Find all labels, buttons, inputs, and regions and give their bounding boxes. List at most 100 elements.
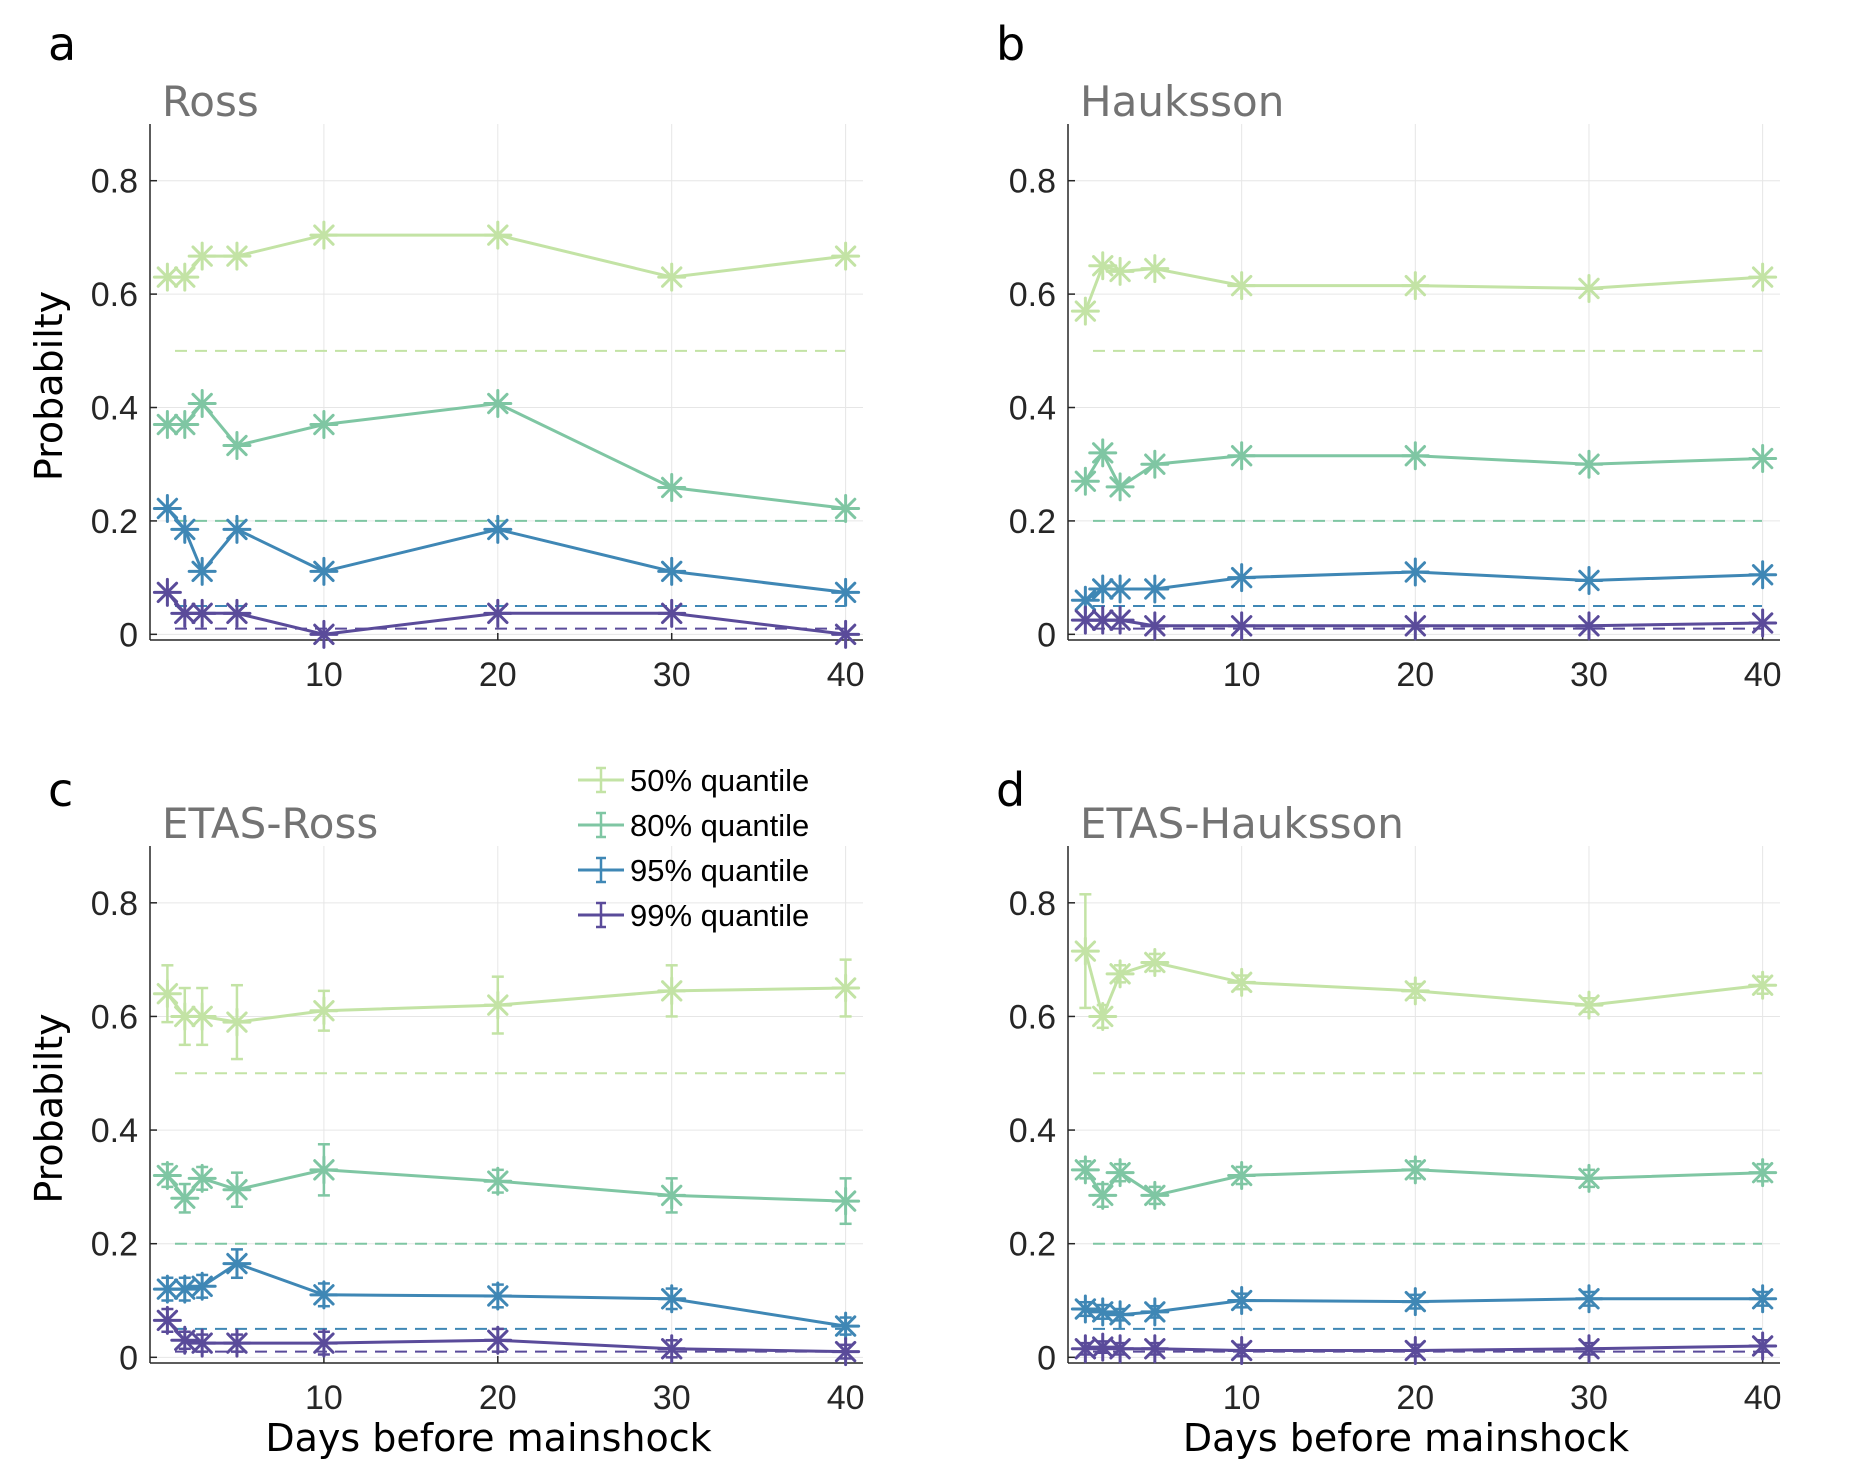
series-c-3 [152, 1305, 861, 1367]
series-b-0 [1070, 251, 1778, 326]
marker-stroke [313, 1159, 335, 1181]
data-point-c-3-3 [222, 1328, 252, 1358]
marker-stroke [1404, 1339, 1427, 1362]
legend-label-2: 95% quantile [630, 853, 809, 888]
marker-stroke [834, 977, 857, 999]
marker-stroke [226, 1252, 248, 1275]
x-tick-label-a-0: 10 [305, 656, 343, 694]
data-point-d-3-3 [1140, 1334, 1170, 1364]
marker-stroke [1578, 1338, 1600, 1360]
x-tick-label-c-1: 20 [479, 1379, 517, 1417]
marker-stroke [1109, 1161, 1131, 1184]
marker-stroke [226, 518, 248, 541]
marker-stroke [191, 1005, 213, 1028]
marker-stroke [1092, 609, 1114, 631]
marker-stroke [1751, 447, 1774, 470]
data-point-d-2-7 [1748, 1284, 1778, 1314]
legend-item-2: 95% quantile [578, 853, 809, 888]
series-line-b-0 [1083, 263, 1763, 312]
data-point-c-2-3 [222, 1249, 252, 1279]
series-a-2 [152, 493, 861, 607]
marker-stroke [1092, 1336, 1114, 1358]
data-point-c-0-2 [187, 1001, 217, 1031]
marker-stroke [1074, 300, 1097, 322]
data-point-c-3-4 [309, 1328, 339, 1358]
data-point-d-3-1 [1088, 1332, 1118, 1362]
series-line-a-1 [167, 401, 846, 510]
data-point-a-1-3 [222, 431, 252, 461]
marker-stroke [487, 602, 509, 625]
panel-title-b: Hauksson [1080, 77, 1284, 126]
data-point-b-1-6 [1574, 449, 1604, 479]
x-tick-label-d-2: 30 [1570, 1379, 1608, 1417]
data-point-c-1-1 [170, 1183, 200, 1213]
marker-stroke [487, 994, 509, 1016]
marker-stroke [1144, 1338, 1166, 1360]
marker-stroke [487, 1170, 509, 1192]
data-point-d-2-2 [1105, 1300, 1135, 1330]
marker-stroke [1230, 1339, 1253, 1362]
y-tick-label-c-4: 0.8 [91, 885, 138, 923]
x-axis-label-d: Days before mainshock [1183, 1416, 1629, 1460]
marker-stroke [1230, 274, 1253, 297]
y-tick-label-d-0: 0 [1037, 1339, 1056, 1377]
data-point-a-3-6 [657, 598, 687, 628]
marker-stroke [1074, 1298, 1097, 1320]
y-tick-label-a-4: 0.8 [91, 163, 138, 201]
marker-stroke [226, 434, 248, 457]
y-tick-label-a-0: 0 [119, 616, 138, 654]
gridlines-a [150, 124, 863, 640]
data-point-b-2-6 [1574, 565, 1604, 595]
data-point-d-2-4 [1227, 1286, 1257, 1316]
data-point-b-2-0 [1070, 585, 1100, 615]
series-a-0 [152, 220, 861, 292]
data-point-c-2-5 [483, 1281, 513, 1311]
y-tick-label-b-1: 0.2 [1009, 503, 1056, 541]
data-point-b-1-1 [1088, 438, 1118, 468]
x-axis-label-c: Days before mainshock [265, 1416, 711, 1460]
data-point-b-1-2 [1105, 472, 1135, 502]
marker-stroke [1751, 612, 1774, 634]
data-point-d-0-0 [1070, 936, 1100, 966]
x-tick-label-c-2: 30 [653, 1379, 691, 1417]
marker-stroke [191, 1332, 213, 1354]
data-point-b-1-4 [1227, 441, 1257, 471]
marker-stroke [174, 518, 196, 541]
series-b-1 [1070, 438, 1778, 502]
marker-stroke [313, 623, 335, 646]
data-point-d-3-5 [1400, 1336, 1430, 1366]
marker-stroke [661, 1288, 683, 1310]
data-point-b-1-5 [1400, 441, 1430, 471]
data-point-d-2-5 [1400, 1287, 1430, 1317]
x-tick-label-c-3: 40 [827, 1379, 865, 1417]
data-point-d-3-2 [1105, 1334, 1135, 1364]
gridlines-d [1068, 846, 1780, 1363]
series-c-1 [152, 1143, 861, 1226]
gridlines-b [1068, 124, 1780, 640]
data-point-d-3-0 [1070, 1334, 1100, 1364]
marker-stroke [156, 1278, 179, 1300]
data-point-a-3-7 [831, 619, 861, 649]
marker-stroke [1230, 445, 1253, 467]
marker-stroke [487, 518, 509, 541]
marker-stroke [661, 1338, 683, 1360]
marker-stroke [1109, 1338, 1131, 1360]
legend-label-1: 80% quantile [630, 808, 809, 843]
data-point-c-0-5 [483, 990, 513, 1020]
marker-stroke [834, 1315, 857, 1337]
series-b-3 [1070, 605, 1778, 641]
data-point-b-0-5 [1400, 271, 1430, 301]
series-a-1 [152, 389, 861, 523]
marker-stroke [313, 413, 335, 436]
data-point-b-0-1 [1088, 251, 1118, 281]
data-point-d-0-5 [1400, 976, 1430, 1006]
data-point-d-1-6 [1574, 1163, 1604, 1193]
marker-stroke [313, 1332, 335, 1354]
data-point-c-0-7 [831, 973, 861, 1003]
marker-stroke [1230, 1289, 1253, 1312]
marker-stroke [191, 1275, 213, 1298]
marker-stroke [191, 1167, 213, 1190]
data-point-a-3-5 [483, 598, 513, 628]
marker-stroke [661, 476, 683, 499]
data-point-b-3-6 [1574, 611, 1604, 641]
